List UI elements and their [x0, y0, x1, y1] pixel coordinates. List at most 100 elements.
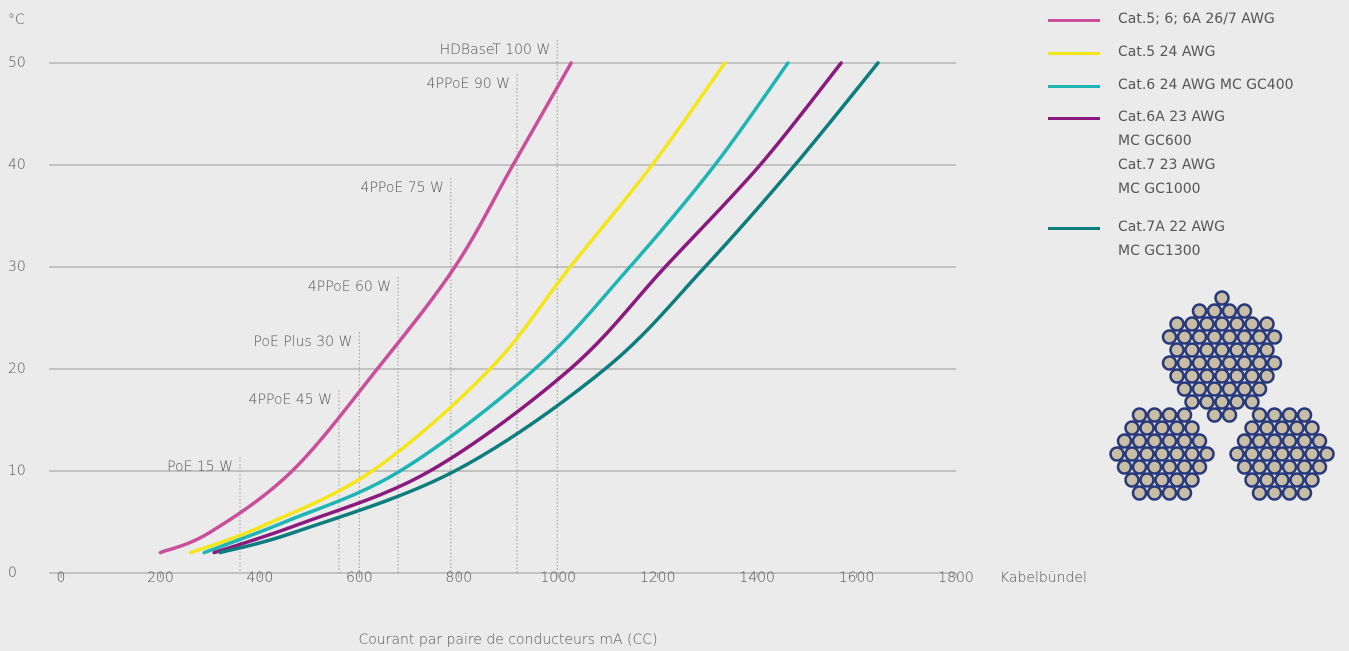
- legend-label: Cat.7A 22 AWG MC GC1300: [1118, 215, 1225, 263]
- series-line: [204, 63, 788, 553]
- cable: [1208, 383, 1221, 396]
- legend-label: Cat.5; 6; 6A 26/7 AWG: [1118, 7, 1275, 31]
- legend-label: Cat.5 24 AWG: [1118, 40, 1215, 64]
- cable: [1208, 305, 1221, 318]
- cable: [1231, 448, 1244, 461]
- annotation-label: PoE 15 W: [167, 459, 233, 475]
- cable: [1238, 331, 1251, 344]
- cable: [1253, 357, 1266, 370]
- cable: [1133, 409, 1146, 422]
- cable: [1268, 435, 1281, 448]
- legend-label: Cat.6A 23 AWG MC GC600 Cat.7 23 AWG MC G…: [1118, 105, 1225, 201]
- x-tick-label: 600: [346, 570, 373, 586]
- cable: [1171, 344, 1184, 357]
- cable: [1148, 487, 1161, 500]
- cable: [1148, 435, 1161, 448]
- annotation-label: HDBaseT 100 W: [440, 42, 551, 58]
- cable: [1133, 461, 1146, 474]
- annotation-label: 4PPoE 90 W: [427, 76, 510, 92]
- cable: [1298, 487, 1311, 500]
- x-tick-label: 0: [57, 570, 66, 586]
- y-tick-label: 50: [8, 55, 26, 71]
- cable: [1283, 409, 1296, 422]
- cable: [1313, 435, 1326, 448]
- cable: [1246, 396, 1259, 409]
- cable: [1216, 318, 1229, 331]
- legend-item: Cat.7A 22 AWG MC GC1300: [1048, 218, 1225, 263]
- x-tick-label: 1400: [739, 570, 775, 586]
- cable: [1201, 448, 1214, 461]
- cable: [1321, 448, 1334, 461]
- y-axis-label: °C: [8, 12, 25, 28]
- cable: [1148, 409, 1161, 422]
- cable: [1186, 318, 1199, 331]
- cable: [1231, 370, 1244, 383]
- cable: [1268, 487, 1281, 500]
- cable: [1238, 305, 1251, 318]
- cable: [1201, 370, 1214, 383]
- cable: [1253, 461, 1266, 474]
- y-tick-label: 30: [8, 259, 26, 275]
- legend-item: Cat.5 24 AWG: [1048, 43, 1215, 64]
- cable: [1178, 331, 1191, 344]
- cable: [1186, 370, 1199, 383]
- cable: [1178, 487, 1191, 500]
- cable: [1276, 422, 1289, 435]
- cable: [1126, 448, 1139, 461]
- cable: [1223, 305, 1236, 318]
- cable: [1298, 461, 1311, 474]
- cable: [1148, 461, 1161, 474]
- cable: [1133, 487, 1146, 500]
- cable: [1223, 357, 1236, 370]
- cable: [1291, 474, 1304, 487]
- cable: [1238, 383, 1251, 396]
- cable: [1306, 422, 1319, 435]
- cable: [1253, 435, 1266, 448]
- legend-swatch: [1048, 117, 1100, 120]
- x-tick-label: 800: [445, 570, 472, 586]
- cable: [1246, 370, 1259, 383]
- y-tick-label: 0: [8, 565, 17, 581]
- cable: [1223, 409, 1236, 422]
- cable: [1306, 474, 1319, 487]
- cable: [1276, 474, 1289, 487]
- cable: [1216, 396, 1229, 409]
- cable: [1313, 461, 1326, 474]
- cable: [1283, 435, 1296, 448]
- series-line: [160, 63, 571, 553]
- cable: [1193, 331, 1206, 344]
- cable: [1178, 383, 1191, 396]
- cable: [1193, 435, 1206, 448]
- cable: [1246, 448, 1259, 461]
- legend-item: Cat.6 24 AWG MC GC400: [1048, 76, 1294, 97]
- legend-swatch: [1048, 52, 1100, 55]
- cable: [1238, 435, 1251, 448]
- cable: [1246, 422, 1259, 435]
- legend-label: Cat.6 24 AWG MC GC400: [1118, 73, 1294, 97]
- cable: [1261, 422, 1274, 435]
- cable: [1201, 318, 1214, 331]
- cable: [1261, 318, 1274, 331]
- cable: [1193, 357, 1206, 370]
- annotation-label: 4PPoE 75 W: [361, 180, 444, 196]
- x-tick-label: 1600: [839, 570, 875, 586]
- cable: [1141, 448, 1154, 461]
- cable: [1216, 344, 1229, 357]
- cable: [1171, 318, 1184, 331]
- cable: [1238, 461, 1251, 474]
- chart: °C Kabelbündel Courant par paire de cond…: [0, 0, 1349, 651]
- cable: [1223, 331, 1236, 344]
- legend-swatch: [1048, 19, 1100, 22]
- cable: [1291, 422, 1304, 435]
- cable: [1118, 435, 1131, 448]
- cable: [1246, 344, 1259, 357]
- cable: [1171, 370, 1184, 383]
- cable: [1186, 474, 1199, 487]
- cable: [1178, 461, 1191, 474]
- x-axis-end-label: Kabelbündel: [1000, 570, 1087, 586]
- cable: [1186, 396, 1199, 409]
- cable: [1253, 331, 1266, 344]
- cable: [1171, 474, 1184, 487]
- cable: [1156, 422, 1169, 435]
- cable: [1201, 344, 1214, 357]
